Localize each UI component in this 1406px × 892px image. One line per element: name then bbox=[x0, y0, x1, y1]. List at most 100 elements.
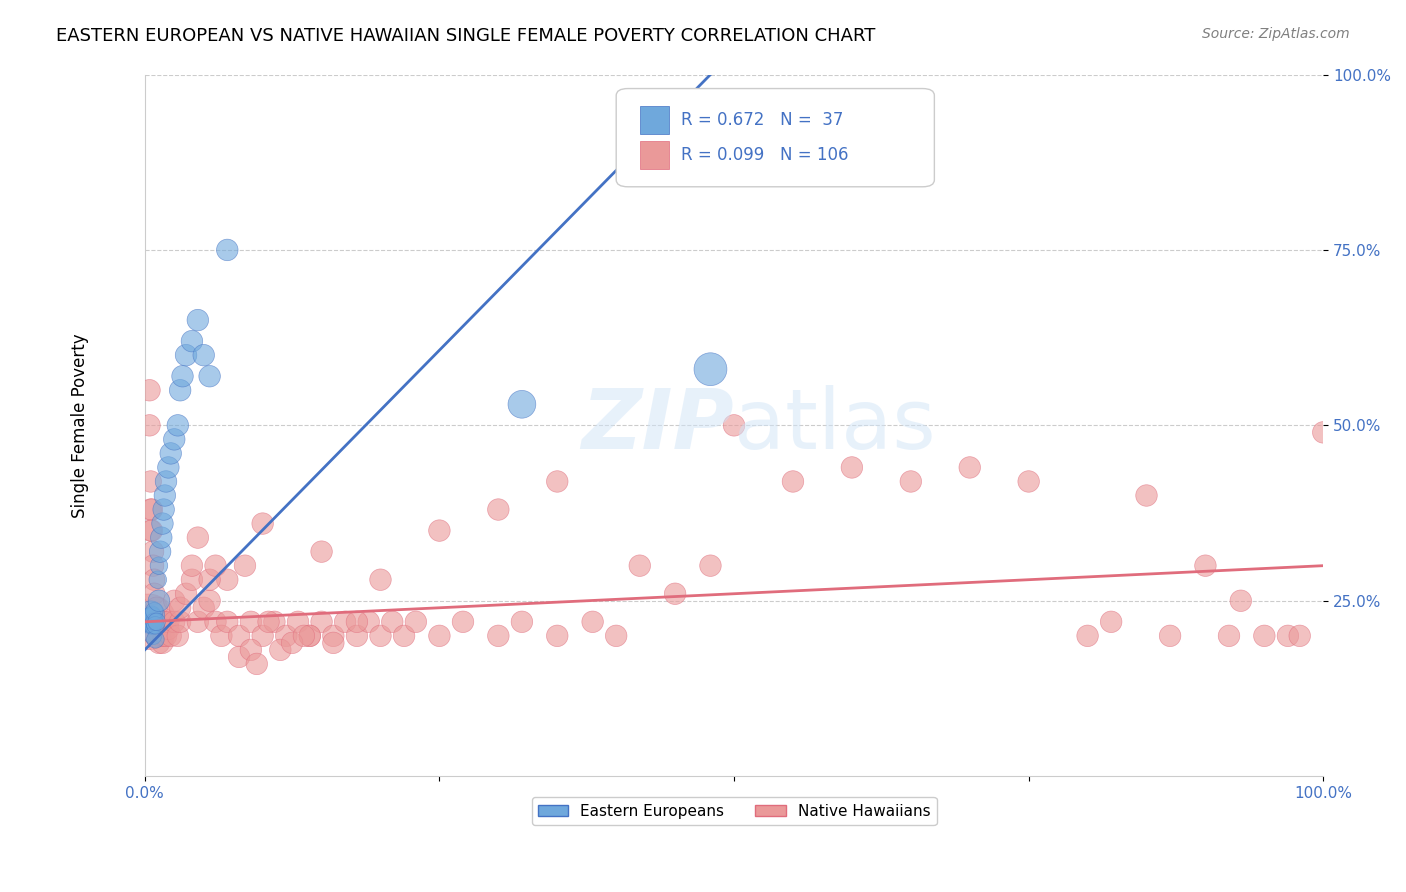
Point bbox=[193, 600, 215, 615]
Point bbox=[153, 489, 176, 503]
Point bbox=[198, 369, 221, 384]
Point bbox=[546, 629, 568, 643]
Point bbox=[1018, 475, 1040, 489]
Point bbox=[581, 615, 603, 629]
Point bbox=[346, 615, 368, 629]
Point bbox=[141, 618, 163, 632]
Point bbox=[664, 587, 686, 601]
Point bbox=[1312, 425, 1334, 440]
Text: R = 0.099   N = 106: R = 0.099 N = 106 bbox=[681, 146, 848, 164]
Text: ZIP: ZIP bbox=[582, 384, 734, 466]
Point bbox=[311, 615, 333, 629]
Point bbox=[174, 587, 197, 601]
Point bbox=[141, 502, 163, 516]
Point bbox=[148, 629, 170, 643]
Point bbox=[782, 475, 804, 489]
Point bbox=[370, 573, 392, 587]
Point bbox=[959, 460, 981, 475]
Point bbox=[152, 502, 174, 516]
Point bbox=[148, 558, 170, 573]
Point bbox=[152, 516, 174, 531]
Point bbox=[204, 615, 226, 629]
Point bbox=[169, 615, 191, 629]
Point bbox=[166, 418, 188, 433]
Point bbox=[145, 615, 167, 629]
Point bbox=[142, 629, 165, 643]
Point bbox=[346, 629, 368, 643]
Point bbox=[269, 643, 291, 657]
Text: R = 0.672   N =  37: R = 0.672 N = 37 bbox=[681, 112, 844, 129]
Point bbox=[169, 600, 191, 615]
Point bbox=[145, 632, 167, 647]
Point bbox=[187, 615, 209, 629]
Point bbox=[486, 502, 509, 516]
Point bbox=[510, 397, 533, 411]
Point bbox=[163, 593, 186, 607]
Point bbox=[252, 629, 274, 643]
Text: Source: ZipAtlas.com: Source: ZipAtlas.com bbox=[1202, 27, 1350, 41]
Point bbox=[153, 615, 176, 629]
Point bbox=[139, 502, 162, 516]
Point bbox=[145, 629, 167, 643]
Point bbox=[155, 629, 177, 643]
Point bbox=[169, 384, 191, 398]
Point bbox=[152, 629, 174, 643]
Point bbox=[723, 418, 745, 433]
Point bbox=[157, 460, 180, 475]
Point bbox=[143, 587, 166, 601]
Point bbox=[392, 629, 415, 643]
Point bbox=[486, 629, 509, 643]
Point bbox=[157, 622, 180, 636]
Point bbox=[252, 516, 274, 531]
Point bbox=[605, 629, 627, 643]
Point bbox=[159, 446, 181, 460]
Point bbox=[148, 636, 170, 650]
Point bbox=[143, 615, 166, 629]
Point bbox=[233, 558, 256, 573]
Text: atlas: atlas bbox=[734, 384, 936, 466]
Point bbox=[1194, 558, 1216, 573]
Point bbox=[699, 362, 721, 376]
Point bbox=[1218, 629, 1240, 643]
Point bbox=[287, 615, 309, 629]
Point bbox=[143, 604, 166, 618]
Point bbox=[1077, 629, 1099, 643]
Point bbox=[405, 615, 427, 629]
Point bbox=[174, 348, 197, 362]
Point bbox=[136, 615, 159, 629]
Point bbox=[322, 629, 344, 643]
Point bbox=[900, 475, 922, 489]
Y-axis label: Single Female Poverty: Single Female Poverty bbox=[72, 333, 89, 517]
Point bbox=[510, 615, 533, 629]
Point bbox=[298, 629, 321, 643]
Point bbox=[217, 615, 239, 629]
Point bbox=[152, 615, 174, 629]
Point bbox=[451, 615, 474, 629]
Point bbox=[145, 615, 167, 629]
FancyBboxPatch shape bbox=[640, 141, 669, 169]
Legend: Eastern Europeans, Native Hawaiians: Eastern Europeans, Native Hawaiians bbox=[531, 797, 936, 825]
FancyBboxPatch shape bbox=[640, 106, 669, 134]
Point bbox=[228, 629, 250, 643]
Point bbox=[141, 607, 163, 622]
Point bbox=[187, 313, 209, 327]
Point bbox=[163, 433, 186, 447]
Point bbox=[145, 615, 167, 629]
Point bbox=[172, 369, 194, 384]
Point bbox=[1229, 593, 1251, 607]
Point bbox=[370, 629, 392, 643]
Point bbox=[139, 607, 162, 622]
Point bbox=[1288, 629, 1310, 643]
Point bbox=[292, 629, 315, 643]
Point bbox=[204, 558, 226, 573]
Point bbox=[148, 593, 170, 607]
Point bbox=[139, 524, 162, 538]
Point bbox=[139, 475, 162, 489]
Point bbox=[311, 544, 333, 558]
Point bbox=[142, 618, 165, 632]
Point bbox=[263, 615, 285, 629]
Point bbox=[1277, 629, 1299, 643]
Point bbox=[298, 629, 321, 643]
Point bbox=[257, 615, 280, 629]
Point bbox=[163, 615, 186, 629]
